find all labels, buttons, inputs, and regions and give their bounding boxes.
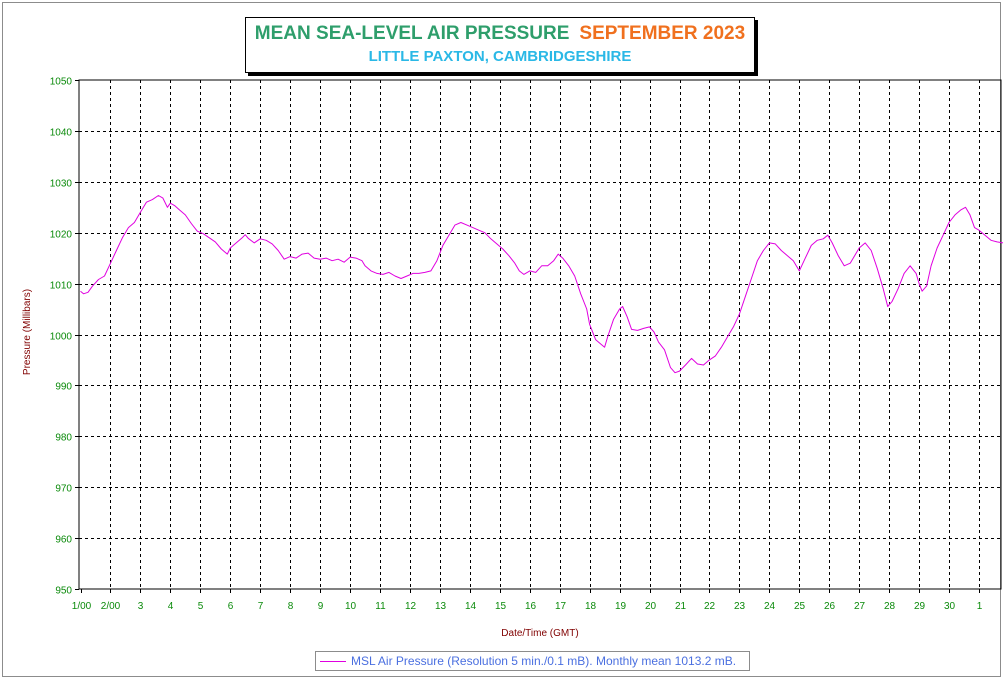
y-axis-title: Pressure (Millibars) [22, 289, 33, 375]
x-tick-label: 19 [615, 601, 627, 612]
x-tick-label: 13 [435, 601, 447, 612]
msl-pressure-series-line [80, 195, 1004, 374]
legend-label: MSL Air Pressure (Resolution 5 min./0.1 … [351, 654, 737, 668]
x-tick-label: 14 [465, 601, 477, 612]
y-tick-label: 1020 [50, 230, 73, 241]
legend: MSL Air Pressure (Resolution 5 min./0.1 … [315, 651, 750, 671]
y-tick-label: 950 [55, 586, 72, 597]
x-tick-label: 23 [734, 601, 746, 612]
x-tick-label: 22 [704, 601, 716, 612]
chart-title-box: MEAN SEA-LEVEL AIR PRESSURE SEPTEMBER 202… [245, 17, 755, 73]
x-tick-label: 5 [198, 601, 204, 612]
x-tick-label: 9 [318, 601, 324, 612]
x-tick-label: 3 [138, 601, 144, 612]
x-tick-labels: 1/00 2/00 3 4 5 6 7 8 9 10 11 12 13 14 15 16 17 18 19 20 21 2… [72, 601, 983, 612]
y-tick-label: 990 [55, 382, 72, 393]
x-tick-label: 17 [555, 601, 567, 612]
y-tick-label: 1010 [50, 281, 73, 292]
x-tick-label: 1 [977, 601, 983, 612]
tick-marks [75, 80, 980, 593]
x-tick-label: 20 [645, 601, 657, 612]
x-tick-label: 10 [345, 601, 357, 612]
chart-subtitle: LITTLE PAXTON, CAMBRIDGESHIRE [368, 48, 632, 65]
x-tick-label: 24 [764, 601, 776, 612]
plot-area-border [78, 79, 1002, 590]
x-tick-label: 11 [375, 601, 386, 612]
x-tick-label: 30 [944, 601, 956, 612]
y-tick-label: 960 [55, 535, 72, 546]
x-tick-label: 26 [824, 601, 836, 612]
x-axis-title: Date/Time (GMT) [501, 628, 578, 639]
title-line: MEAN SEA-LEVEL AIR PRESSURE SEPTEMBER 202… [246, 23, 754, 45]
y-tick-label: 980 [55, 433, 72, 444]
chart-title: MEAN SEA-LEVEL AIR PRESSURE [254, 23, 570, 44]
x-tick-label: 2/00 [101, 601, 121, 612]
y-tick-label: 1030 [50, 179, 73, 190]
x-tick-label: 21 [675, 601, 687, 612]
x-tick-label: 16 [525, 601, 537, 612]
x-tick-label: 28 [884, 601, 896, 612]
x-tick-label: 6 [228, 601, 234, 612]
x-tick-label: 15 [495, 601, 507, 612]
x-tick-label: 4 [168, 601, 174, 612]
y-tick-label: 970 [55, 484, 72, 495]
x-tick-label: 8 [288, 601, 294, 612]
x-tick-label: 27 [854, 601, 866, 612]
x-tick-label: 25 [794, 601, 806, 612]
y-tick-labels: 950 960 970 980 990 1000 1010 1020 1030 1040 1050 [50, 77, 73, 597]
y-tick-label: 1050 [50, 77, 73, 88]
y-tick-label: 1000 [50, 332, 73, 343]
x-tick-label: 1/00 [72, 601, 92, 612]
y-tick-label: 1040 [50, 128, 73, 139]
x-tick-label: 12 [405, 601, 417, 612]
x-tick-label: 7 [258, 601, 264, 612]
grid-lines [79, 80, 1001, 589]
x-tick-label: 29 [914, 601, 926, 612]
x-tick-label: 18 [585, 601, 597, 612]
chart-period: SEPTEMBER 2023 [579, 23, 746, 44]
legend-swatch [320, 660, 346, 662]
